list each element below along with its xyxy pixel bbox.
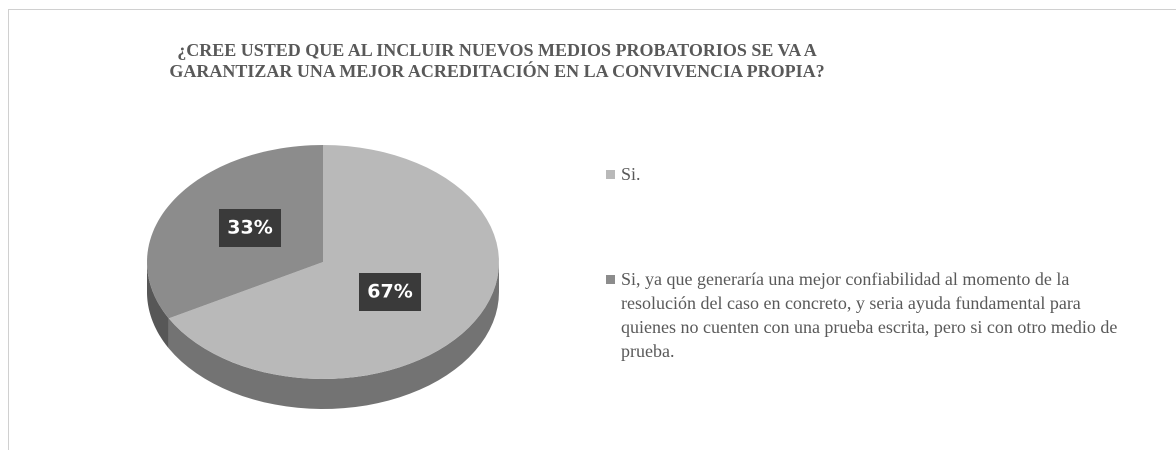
chart-border	[8, 9, 1176, 450]
pie-side	[147, 262, 169, 349]
value-label: 33%	[227, 217, 272, 239]
value-label-box	[219, 209, 281, 247]
value-label-box	[359, 273, 421, 311]
pie-slice	[168, 145, 499, 379]
legend-item: Si.	[606, 162, 1121, 186]
legend-label: Si, ya que generaría una mejor confiabil…	[621, 269, 1118, 361]
pie-side	[168, 262, 499, 409]
legend-swatch	[606, 170, 615, 179]
legend-swatch	[606, 275, 615, 284]
legend-label: Si.	[621, 164, 641, 184]
value-label: 67%	[367, 281, 412, 303]
legend-item: Si, ya que generaría una mejor confiabil…	[606, 267, 1121, 363]
chart-title: ¿CREE USTED QUE AL INCLUIR NUEVOS MEDIOS…	[169, 40, 825, 81]
